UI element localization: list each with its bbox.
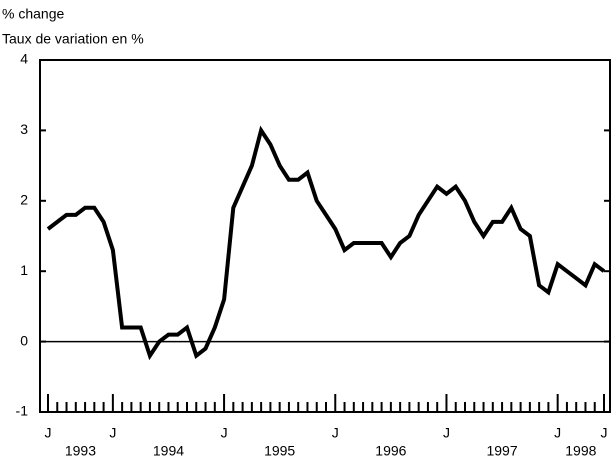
y-axis-label: % change: [2, 6, 64, 22]
year-label: 1996: [375, 443, 406, 459]
y-tick-label: 3: [20, 121, 28, 137]
x-tick-label: J: [601, 425, 608, 441]
year-label: 1998: [565, 443, 596, 459]
year-label: 1994: [153, 443, 184, 459]
y-tick-label: -1: [16, 403, 29, 419]
y-tick-label: 0: [20, 332, 28, 348]
x-tick-label: J: [221, 425, 228, 441]
x-tick-label: J: [332, 425, 339, 441]
plot-frame: [39, 59, 611, 413]
y-tick-label: 1: [20, 262, 28, 278]
year-label: 1993: [65, 443, 96, 459]
x-tick-label: J: [109, 425, 116, 441]
y-tick-label: 4: [20, 51, 28, 67]
x-tick-label: J: [443, 425, 450, 441]
x-tick-label: J: [554, 425, 561, 441]
x-tick-label: J: [45, 425, 52, 441]
y-axis-label-fr: Taux de variation en %: [2, 31, 144, 47]
year-label: 1997: [486, 443, 517, 459]
data-line: [46, 125, 606, 361]
year-label: 1995: [264, 443, 295, 459]
y-tick-label: 2: [20, 192, 28, 208]
